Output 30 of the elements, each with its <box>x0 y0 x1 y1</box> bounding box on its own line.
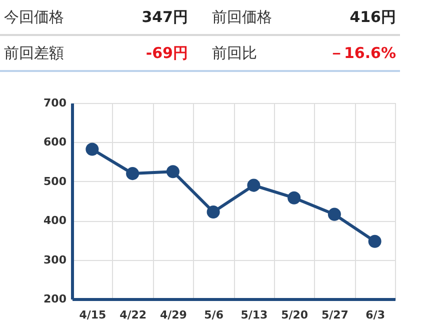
text: 前回比 <box>212 44 257 62</box>
x-tick-label: 5/20 <box>281 308 308 322</box>
x-tick-label: 4/15 <box>79 308 106 322</box>
x-tick-label: 4/22 <box>120 308 147 322</box>
point <box>368 234 382 248</box>
point <box>166 165 180 178</box>
x-tick-label: 5/27 <box>321 308 348 322</box>
point <box>288 191 301 204</box>
text: －16.6% <box>328 44 396 62</box>
y-tick-label: 500 <box>44 174 67 188</box>
text: 416円 <box>350 8 396 26</box>
text: 前回価格 <box>212 8 272 26</box>
point <box>86 142 99 156</box>
point <box>206 205 220 218</box>
y-tick-label: 300 <box>44 253 67 266</box>
text: 前回差額 <box>4 44 64 62</box>
x-tick-label: 5/6 <box>204 308 224 322</box>
point <box>328 208 341 221</box>
point <box>247 178 260 192</box>
y-tick-label: 400 <box>44 214 67 228</box>
x-tick-label: 4/29 <box>160 308 187 322</box>
text: -69円 <box>146 44 188 62</box>
y-tick-label: 700 <box>44 96 67 110</box>
y-tick-label: 200 <box>44 292 67 306</box>
text: 今回価格 <box>4 8 64 26</box>
x-tick-label: 5/13 <box>240 308 268 322</box>
x-tick-label: 6/3 <box>366 308 385 322</box>
y-tick-label: 600 <box>44 136 67 149</box>
text: 347円 <box>142 8 188 26</box>
point <box>126 167 140 180</box>
